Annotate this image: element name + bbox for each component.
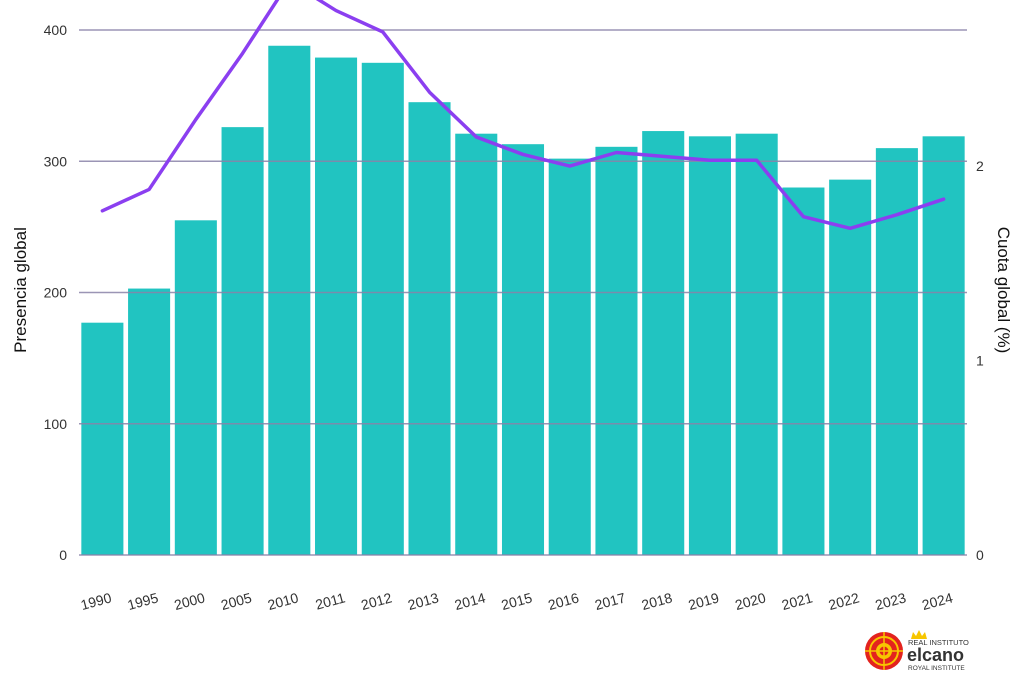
bar-2017 (595, 146, 638, 555)
xtick-1995: 1995 (126, 589, 160, 613)
xtick-2021: 2021 (780, 589, 814, 613)
xtick-2017: 2017 (593, 589, 627, 613)
logo-line2: elcano (907, 645, 964, 665)
y2-axis-title: Cuota global (%) (994, 227, 1013, 354)
bar-2024 (922, 136, 965, 555)
crown-icon (911, 630, 927, 639)
bar-2005 (221, 127, 264, 556)
bar-2018 (642, 131, 685, 555)
logo-emblem (865, 632, 903, 670)
xtick-2014: 2014 (453, 589, 487, 613)
bar-2014 (455, 133, 498, 555)
bar-2010 (268, 45, 311, 555)
bar-2012 (361, 62, 404, 556)
xtick-2016: 2016 (546, 589, 580, 613)
xtick-2000: 2000 (172, 589, 206, 613)
ytick-left-200: 200 (44, 285, 68, 301)
xtick-2018: 2018 (640, 589, 674, 613)
xtick-2024: 2024 (920, 589, 954, 613)
xtick-1990: 1990 (79, 589, 113, 613)
bar-series (81, 45, 965, 556)
ytick-left-300: 300 (44, 153, 68, 169)
xtick-2020: 2020 (733, 589, 767, 613)
bar-2022 (829, 179, 872, 556)
xtick-2012: 2012 (359, 589, 393, 613)
ytick-left-400: 400 (44, 22, 68, 38)
gridlines (79, 29, 967, 556)
line-series (100, 0, 946, 231)
logo-line1: REAL INSTITUTO (908, 638, 969, 647)
bar-2016 (548, 158, 591, 556)
line-cuota-global (100, 0, 946, 231)
bar-2011 (315, 57, 358, 556)
xtick-2023: 2023 (873, 589, 907, 613)
logo-line3: ROYAL INSTITUTE (908, 665, 965, 672)
xtick-2015: 2015 (500, 589, 534, 613)
bar-2015 (501, 144, 545, 555)
ytick-right-2: 2 (976, 158, 984, 174)
xtick-2022: 2022 (827, 589, 861, 613)
bar-2021 (782, 187, 825, 555)
x-axis: 1990 1995 2000 2005 2010 2011 2012 2013 2014 2015… (79, 589, 955, 613)
y-axis-right: 0 1 2 (976, 158, 984, 563)
bar-2019 (688, 136, 731, 555)
xtick-2005: 2005 (219, 589, 253, 613)
y-axis-title: Presencia global (11, 227, 30, 353)
bar-1995 (128, 288, 171, 555)
y-axis-left: 0 100 200 300 400 (44, 22, 68, 563)
xtick-2011: 2011 (314, 589, 347, 612)
xtick-2013: 2013 (406, 589, 440, 613)
elcano-logo: REAL INSTITUTO elcano ROYAL INSTITUTE (865, 630, 969, 672)
xtick-2019: 2019 (686, 589, 720, 613)
bar-1990 (81, 322, 124, 555)
bar-2013 (408, 102, 451, 555)
bar-2020 (735, 133, 778, 555)
ytick-left-0: 0 (59, 547, 67, 563)
ytick-right-1: 1 (976, 353, 984, 369)
ytick-right-0: 0 (976, 547, 984, 563)
xtick-2010: 2010 (266, 589, 300, 613)
ytick-left-100: 100 (44, 416, 68, 432)
bar-2000 (174, 220, 217, 555)
